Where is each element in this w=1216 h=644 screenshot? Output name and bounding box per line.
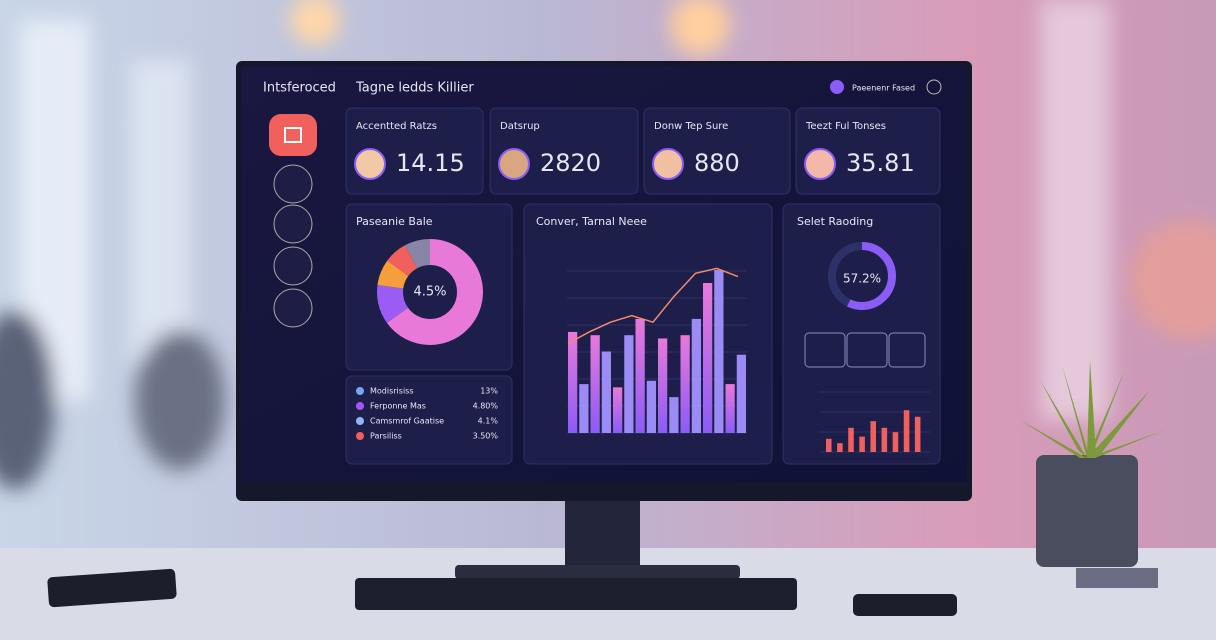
avatar[interactable] <box>830 80 844 94</box>
bar <box>613 387 623 433</box>
list-value: 13% <box>480 387 498 396</box>
list-dot <box>356 387 364 395</box>
settings-icon[interactable] <box>926 79 942 95</box>
list-panel <box>345 375 513 465</box>
keyboard <box>355 578 797 610</box>
kpi-value: 2820 <box>540 149 601 177</box>
list-dot <box>356 417 364 425</box>
plant-pot <box>1036 455 1138 567</box>
list-label: Camsmrof Gaatise <box>370 417 444 426</box>
list-value: 4.1% <box>478 417 499 426</box>
bar <box>624 335 634 433</box>
stand-base <box>455 565 740 579</box>
mini-bar <box>870 421 876 452</box>
nav-item[interactable] <box>273 204 313 244</box>
bar <box>725 384 735 433</box>
gauge-label: 57.2% <box>843 272 881 286</box>
mini-bar <box>881 427 888 452</box>
mouse <box>853 594 957 616</box>
user-name: Paeenenr Fased <box>852 84 915 93</box>
bar <box>635 318 645 433</box>
kpi-title: Datsrup <box>500 121 540 132</box>
nav-item[interactable] <box>273 164 313 204</box>
trend-line <box>567 267 739 345</box>
donut-segment <box>377 239 483 345</box>
bar <box>680 335 690 433</box>
mini-bar <box>892 432 899 452</box>
bar <box>691 318 701 433</box>
bar <box>669 397 679 433</box>
panel-title: Paseanie Bale <box>356 215 433 228</box>
kpi-value: 14.15 <box>396 149 465 177</box>
button[interactable] <box>804 332 846 368</box>
list-value: 3.50% <box>473 432 499 441</box>
panel-title: Conver, Tarnal Neee <box>536 215 647 228</box>
blurred-office <box>0 0 1216 490</box>
bar <box>714 270 724 433</box>
dashboard-title: Tagne ledds Killier <box>355 81 474 96</box>
mini-bar <box>903 410 910 452</box>
nav-item[interactable] <box>273 246 313 286</box>
kpi-title: Accentted Ratzs <box>356 121 437 132</box>
panel-title: Selet Raoding <box>797 215 873 228</box>
bar <box>646 380 656 433</box>
list-dot <box>356 432 364 440</box>
bar <box>736 354 746 433</box>
nav-item[interactable] <box>273 288 313 328</box>
book <box>1076 568 1158 588</box>
mini-bar <box>859 436 865 452</box>
bar <box>590 335 600 433</box>
mini-bar <box>848 427 854 452</box>
list-value: 4.80% <box>473 402 499 411</box>
list-label: Modisrisiss <box>370 387 414 396</box>
plant-leaves <box>1020 360 1165 458</box>
kpi-title: Donw Tep Sure <box>654 121 728 132</box>
bar <box>658 338 668 433</box>
kpi-avatar <box>498 148 530 180</box>
gauge-buttons <box>804 332 926 368</box>
nav-icons <box>273 164 313 328</box>
kpi-avatar <box>652 148 684 180</box>
donut-panel <box>345 203 513 371</box>
monitor-stand <box>565 495 640 570</box>
kpi-avatar <box>804 148 836 180</box>
list-dot <box>356 402 364 410</box>
list-label: Ferponne Mas <box>370 402 426 411</box>
home-icon <box>284 127 302 143</box>
nav-home[interactable] <box>269 114 317 156</box>
bar <box>601 351 611 433</box>
bar <box>579 384 589 433</box>
phone <box>47 568 177 608</box>
button[interactable] <box>846 332 888 368</box>
button[interactable] <box>888 332 926 368</box>
donut-segment <box>377 239 483 345</box>
kpi-value: 880 <box>694 149 740 177</box>
bar <box>703 283 713 433</box>
list-label: Parsiliss <box>370 432 402 441</box>
donut-center: 4.5% <box>413 285 446 300</box>
mini-bar <box>914 416 921 452</box>
brand: Intsferoced <box>263 81 336 96</box>
bar <box>568 331 578 433</box>
kpi-value: 35.81 <box>846 149 915 177</box>
kpi-avatar <box>354 148 386 180</box>
gauge-arc <box>828 242 896 310</box>
kpi-title: Teezt Ful Tonses <box>805 121 886 132</box>
mini-bar <box>826 438 832 452</box>
mini-bar <box>837 443 843 452</box>
